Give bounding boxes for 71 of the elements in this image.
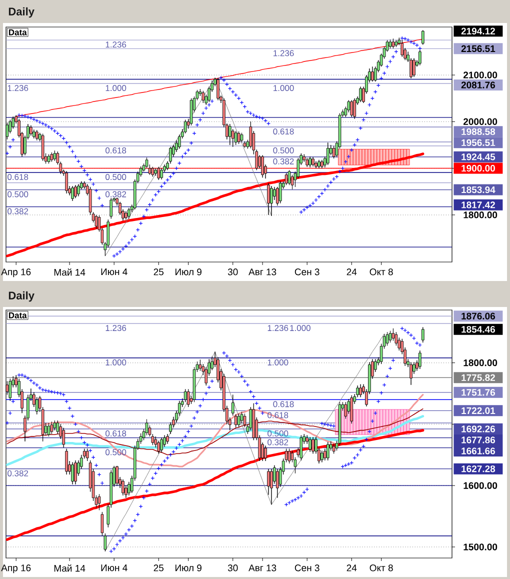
- annotation: 0.618: [8, 174, 28, 180]
- x-tick-label: 25: [154, 564, 164, 572]
- annotation: 1.236: [106, 325, 126, 332]
- y-tick-label: 1500.00: [464, 544, 498, 550]
- x-tick-label: Апр 16: [1, 564, 31, 574]
- annotation: 1.000: [290, 325, 310, 332]
- ref-line-label: 1775.82: [462, 374, 495, 382]
- annotation: 0.382: [106, 191, 126, 198]
- annotation: 1.236: [274, 50, 294, 56]
- annotation: 0.382: [273, 158, 294, 164]
- annotation: 1.000: [106, 85, 126, 92]
- y-tick-label: 1800.00: [464, 359, 498, 366]
- annotation: 0.500: [106, 174, 126, 180]
- annotation: 0.382: [8, 470, 28, 476]
- x-tick-label: 25: [154, 268, 164, 276]
- ref-line-label: 1876.06: [462, 312, 496, 320]
- y-tick-label: 2100.00: [463, 72, 498, 78]
- ref-line-label: 1627.28: [462, 465, 496, 472]
- text: 1854.46: [462, 326, 496, 333]
- ref-line-label: 1751.76: [462, 389, 496, 396]
- x-tick-label: Июл 9: [175, 268, 202, 276]
- ref-line-label: 1661.66: [462, 448, 496, 454]
- annotation: 0.618: [106, 147, 126, 154]
- ref-line-label: 1956.51: [462, 139, 496, 146]
- annotation: 0.618: [106, 430, 126, 436]
- x-tick-label: Июн 4: [101, 564, 128, 572]
- x-tick-label: 24: [346, 564, 357, 572]
- annotation: 0.500: [273, 147, 294, 154]
- annotation: 0.618: [273, 401, 294, 408]
- annotation: 0.382: [8, 208, 28, 214]
- y-tick-label: 2000.00: [463, 118, 498, 126]
- x-tick-label: 24: [346, 268, 357, 276]
- chart-title: Daily: [8, 291, 34, 302]
- ref-line-label: 1817.42: [462, 202, 495, 208]
- ref-line-label: 1900.00: [462, 164, 495, 172]
- ref-line-label: 2156.51: [461, 45, 496, 52]
- annotation: 0.618: [273, 128, 294, 134]
- ref-line-label: 1692.26: [462, 426, 496, 432]
- ref-line-label: 1677.86: [462, 436, 496, 444]
- x-tick-label: Июн 4: [101, 268, 128, 276]
- annotation: 1.236: [8, 85, 28, 92]
- ref-line-label: 1853.94: [462, 186, 496, 194]
- ref-line-label: 1924.45: [462, 154, 496, 160]
- annotation: 0.500: [8, 191, 28, 198]
- annotation: 1.236: [268, 325, 288, 332]
- ref-line-label: 1722.01: [462, 407, 496, 414]
- x-tick-label: Авг 13: [248, 564, 276, 572]
- ref-line-label: 1988.58: [462, 128, 496, 136]
- y-tick-label: 1600.00: [464, 482, 498, 489]
- x-tick-label: 30: [228, 268, 238, 276]
- annotation: 1.236: [106, 42, 126, 48]
- annotation: Data: [8, 29, 27, 36]
- x-tick-label: Авг 13: [248, 268, 276, 276]
- chart-title: Daily: [8, 7, 34, 18]
- x-tick-label: Май 14: [54, 268, 86, 276]
- x-tick-label: Сен 3: [294, 268, 320, 276]
- y-tick-label: 1800.00: [464, 212, 498, 218]
- annotation: 0.382: [268, 439, 288, 446]
- ref-line-label: 2081.76: [461, 82, 496, 88]
- x-tick-label: Июл 9: [175, 564, 202, 572]
- x-tick-label: Май 14: [54, 564, 86, 572]
- x-tick-label: Окт 8: [370, 268, 393, 276]
- x-tick-label: Окт 8: [370, 564, 393, 572]
- text: 2194.12: [461, 28, 495, 34]
- annotation: 1.000: [268, 359, 288, 366]
- annotation: 1.000: [274, 85, 294, 92]
- x-tick-label: Сен 3: [294, 564, 320, 572]
- x-tick-label: 30: [228, 564, 238, 572]
- annotation: Data: [8, 312, 27, 318]
- annotation: 1.000: [106, 359, 126, 366]
- x-tick-label: Апр 16: [1, 268, 31, 278]
